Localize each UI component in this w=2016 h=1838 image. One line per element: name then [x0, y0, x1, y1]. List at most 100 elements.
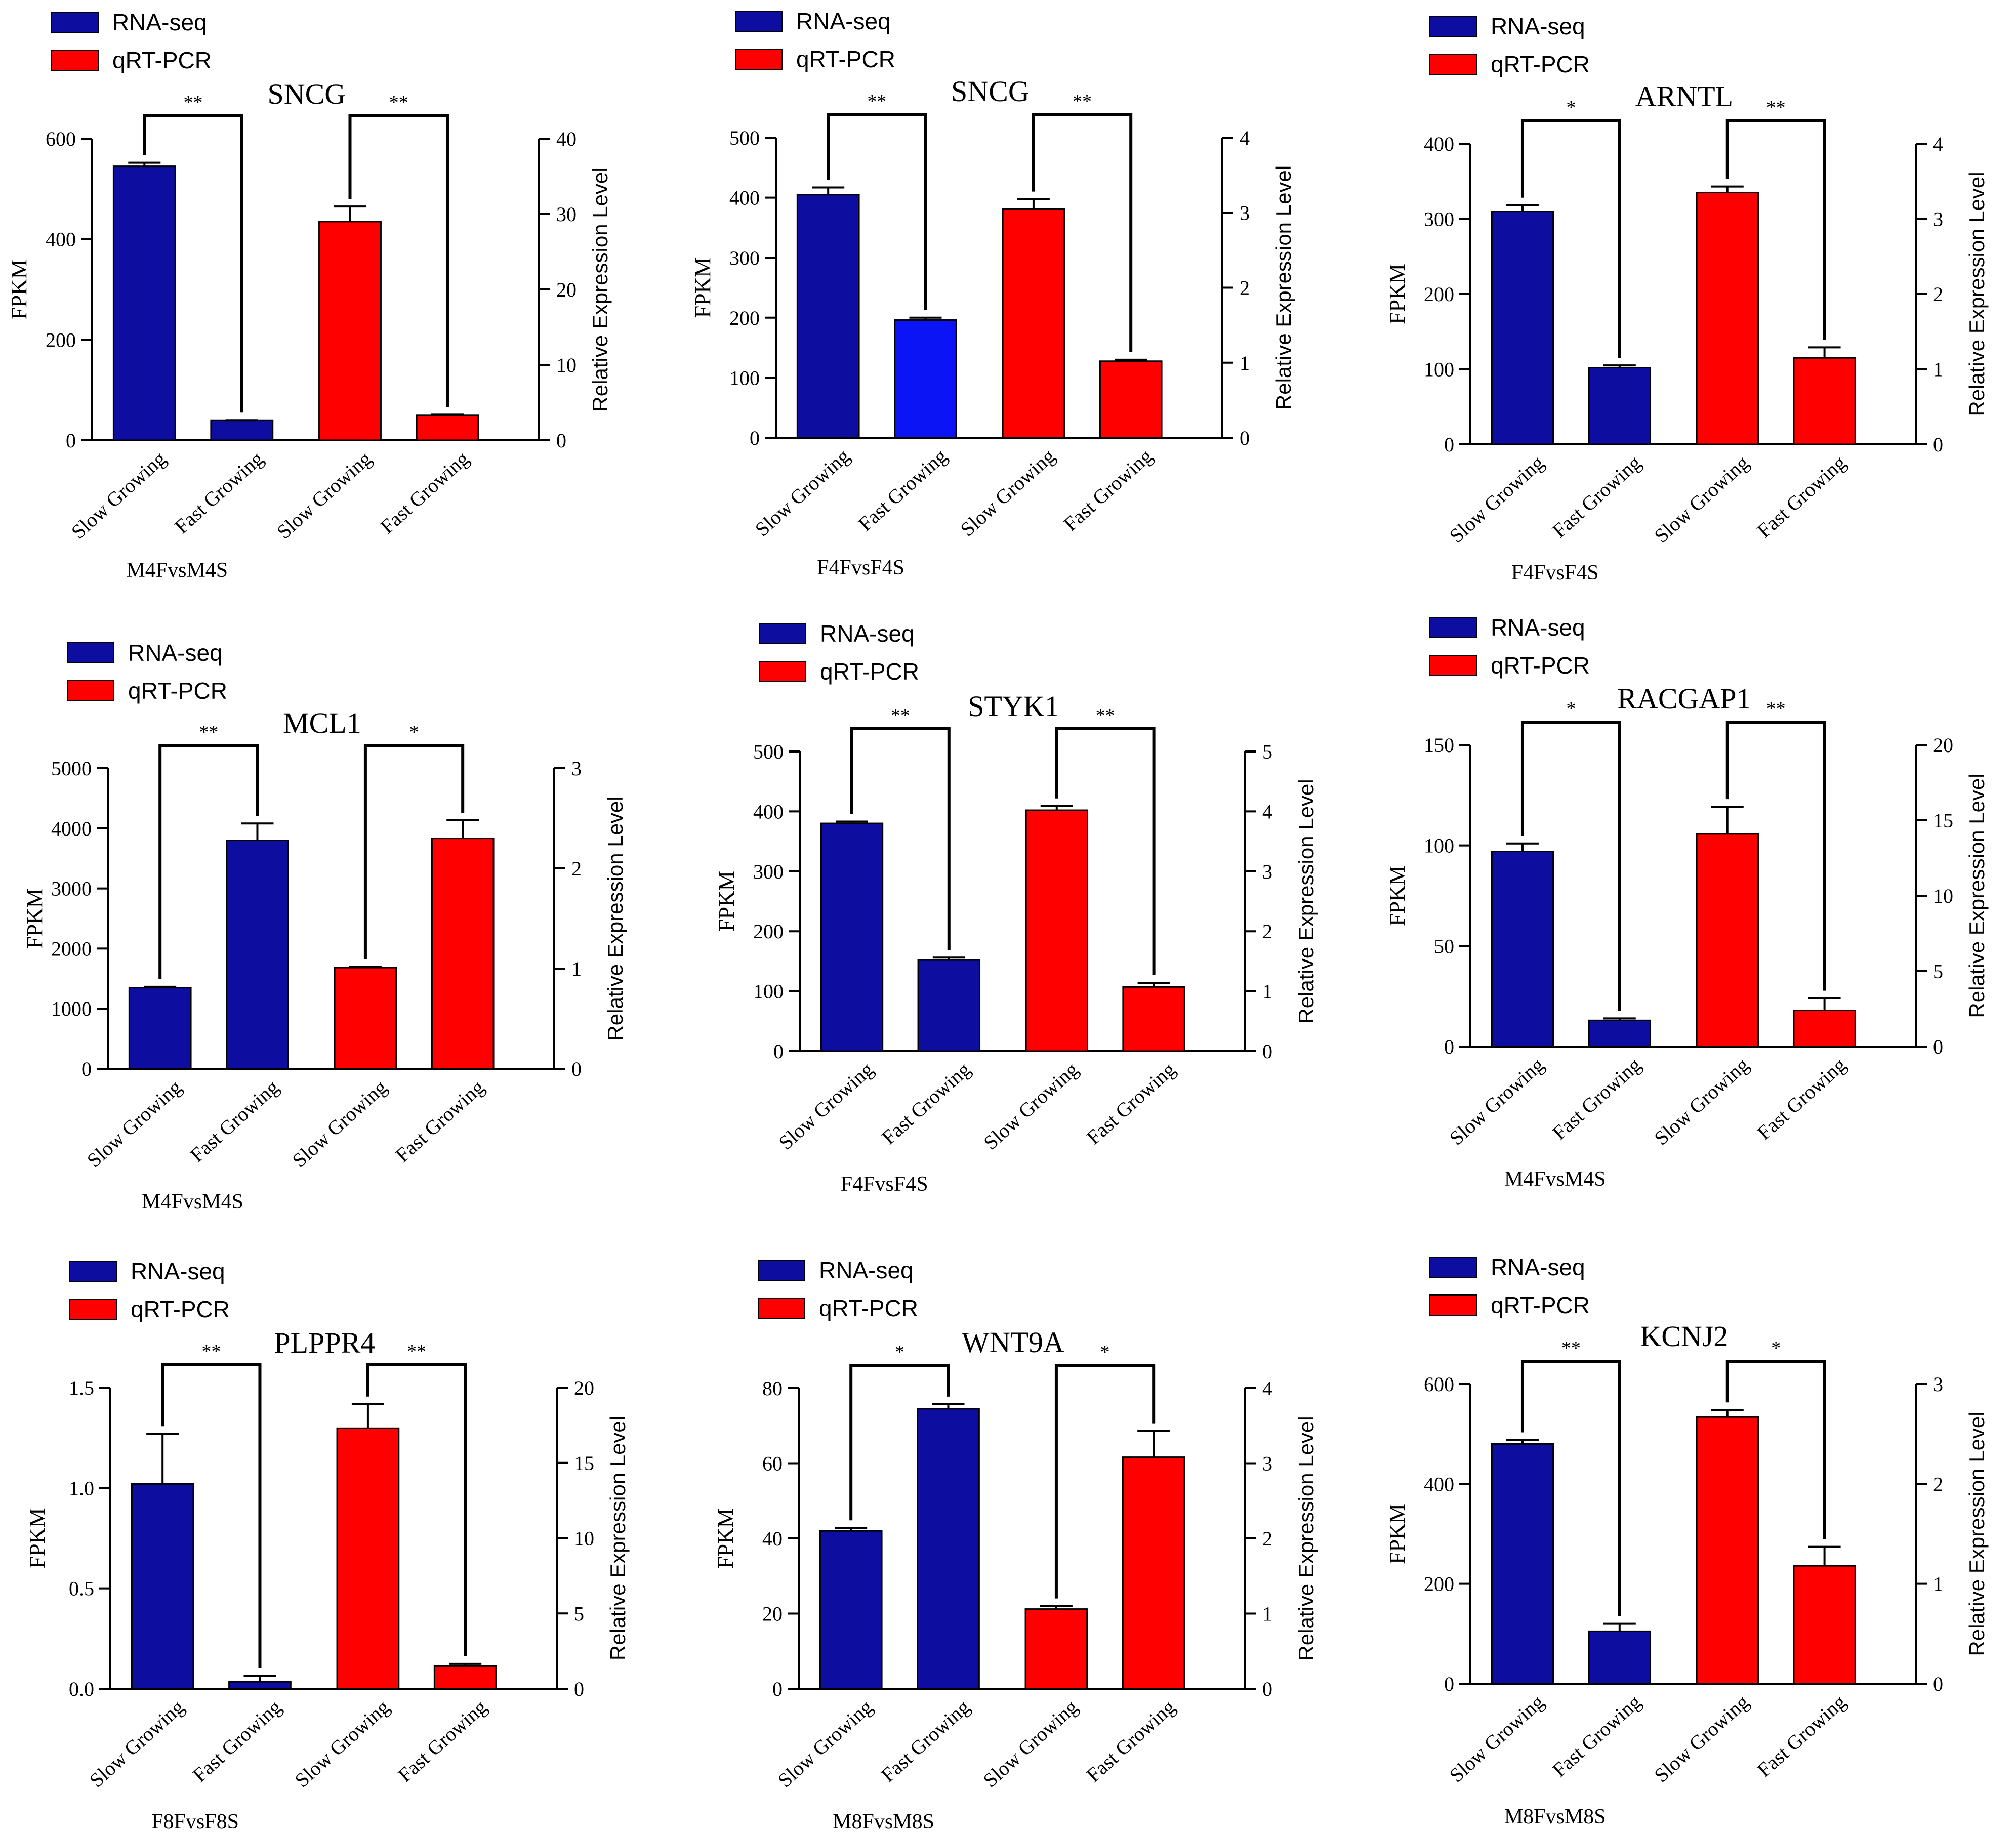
bar-qrt-pcr-slow — [1024, 1608, 1088, 1690]
left-tick-label: 50 — [1434, 935, 1454, 957]
right-tick-label: 15 — [1933, 809, 1953, 832]
right-tick-label: 0 — [556, 429, 566, 452]
right-tick-label: 20 — [1933, 734, 1953, 757]
chart-panel-7: 0.0 0.5 1.0 1.5 0 5 10 15 20 FPKM Relative Express… — [25, 1258, 630, 1833]
right-tick-label: 0 — [1240, 427, 1250, 449]
bar-qrt-pcr-slow — [334, 967, 397, 1070]
left-tick-label: 200 — [753, 920, 784, 943]
x-tick-label: Slow Growing — [751, 444, 854, 540]
legend-swatch-rna-seq — [69, 1261, 117, 1282]
right-tick-label: 10 — [574, 1527, 594, 1550]
left-tick-label: 40 — [762, 1527, 783, 1550]
legend-label-qrt-pcr: qRT-PCR — [1491, 652, 1590, 679]
right-tick-label: 4 — [1240, 127, 1250, 149]
bar-rna-seq-slow — [112, 165, 176, 441]
left-tick-label: 200 — [1424, 1573, 1454, 1596]
chart-panel-3: 0 100 200 300 400 0 1 2 3 4 FPKM Relative Expressio… — [1385, 13, 1989, 584]
bar-qrt-pcr-slow — [1696, 192, 1759, 445]
significance-bracket — [850, 727, 951, 950]
y2-axis-label: Relative Expression Level — [1965, 773, 1989, 1018]
left-tick-label: 1000 — [51, 997, 92, 1020]
chart-panel-8: 0 20 40 60 80 0 1 2 3 4 FPKM Relative Expression Le… — [713, 1257, 1318, 1833]
left-tick-label: 400 — [46, 228, 76, 251]
x-tick-label: Slow Growing — [1445, 1690, 1548, 1786]
bar-qrt-pcr-fast — [1122, 986, 1185, 1052]
x-tick-label: Slow Growing — [1445, 1053, 1548, 1149]
left-tick-label: 100 — [1424, 834, 1454, 857]
left-tick-label: 300 — [753, 860, 784, 883]
left-tick-label: 600 — [46, 128, 76, 150]
right-tick-label: 0 — [1262, 1040, 1272, 1063]
significance-marker: * — [1771, 1338, 1781, 1359]
x-axis-label: M8FvsM8S — [833, 1810, 934, 1833]
bar-qrt-pcr-slow — [1696, 833, 1759, 1048]
x-axis-label: M4FvsM4S — [142, 1190, 243, 1214]
significance-bracket — [161, 1363, 262, 1668]
left-tick-label: 0 — [81, 1058, 92, 1080]
legend-label-qrt-pcr: qRT-PCR — [1491, 51, 1590, 77]
significance-marker: ** — [1096, 705, 1115, 726]
bar-qrt-pcr-fast — [1793, 1009, 1856, 1048]
y-axis-label: FPKM — [1385, 264, 1410, 324]
right-tick-label: 5 — [574, 1602, 584, 1625]
y-axis-label: FPKM — [25, 1508, 50, 1569]
significance-marker: ** — [1766, 97, 1786, 118]
legend-swatch-rna-seq — [67, 642, 114, 663]
significance-bracket — [1725, 1360, 1826, 1539]
legend-label-qrt-pcr: qRT-PCR — [819, 1295, 918, 1321]
significance-bracket — [1520, 721, 1621, 1011]
x-tick-label: Fast Growing — [877, 1695, 974, 1786]
bar-rna-seq-fast — [917, 959, 981, 1052]
right-tick-label: 1 — [571, 957, 582, 980]
left-tick-label: 0.5 — [69, 1577, 94, 1600]
x-tick-label: Fast Growing — [1059, 444, 1157, 535]
legend-label-rna-seq: RNA-seq — [820, 620, 915, 647]
x-tick-label: Fast Growing — [186, 1075, 283, 1166]
legend-swatch-rna-seq — [1429, 617, 1477, 638]
bar-rna-seq-fast — [1588, 1630, 1652, 1685]
left-tick-label: 100 — [729, 366, 760, 389]
chart-title: KCNJ2 — [1640, 1320, 1728, 1353]
left-tick-label: 80 — [762, 1377, 783, 1400]
legend-swatch-qrt-pcr — [1429, 54, 1477, 75]
left-tick-label: 5000 — [51, 757, 92, 780]
chart-title: ARNTL — [1635, 80, 1733, 113]
right-tick-label: 4 — [1262, 1377, 1272, 1400]
right-tick-label: 3 — [1262, 860, 1272, 883]
x-tick-label: Slow Growing — [291, 1695, 394, 1791]
x-tick-label: Fast Growing — [1082, 1058, 1180, 1149]
right-tick-label: 4 — [1933, 133, 1943, 155]
legend-swatch-rna-seq — [51, 12, 99, 33]
left-tick-label: 500 — [729, 127, 760, 149]
left-tick-label: 200 — [729, 307, 760, 329]
x-tick-label: Slow Growing — [83, 1075, 186, 1172]
left-tick-label: 500 — [753, 740, 784, 763]
significance-bracket — [827, 113, 927, 310]
x-tick-label: Fast Growing — [1548, 1053, 1645, 1144]
significance-bracket — [158, 744, 259, 979]
bar-rna-seq-fast — [228, 1681, 292, 1690]
bar-qrt-pcr-fast — [1793, 1565, 1856, 1685]
x-tick-label: Slow Growing — [288, 1075, 391, 1172]
legend-label-qrt-pcr: qRT-PCR — [1491, 1292, 1590, 1318]
left-tick-label: 0 — [772, 1678, 783, 1700]
left-tick-label: 0 — [1444, 1673, 1454, 1695]
left-tick-label: 300 — [729, 246, 760, 269]
bar-rna-seq-slow — [1491, 1443, 1554, 1685]
right-tick-label: 1 — [1933, 1573, 1943, 1596]
right-tick-label: 1 — [1262, 980, 1272, 1003]
legend-swatch-qrt-pcr — [1429, 1294, 1477, 1316]
chart-panel-6: 0 50 100 150 0 5 10 15 20 FPKM Relative Expression… — [1385, 614, 1989, 1191]
left-tick-label: 2000 — [51, 937, 92, 960]
y-axis-label: FPKM — [690, 258, 715, 318]
left-tick-label: 20 — [762, 1603, 783, 1625]
significance-bracket — [348, 114, 449, 407]
left-tick-label: 0 — [66, 429, 76, 452]
significance-marker: ** — [1766, 698, 1786, 720]
significance-marker: * — [1566, 97, 1576, 118]
x-tick-label: Fast Growing — [393, 1695, 491, 1786]
legend-label-rna-seq: RNA-seq — [1491, 1254, 1585, 1280]
right-tick-label: 0 — [1262, 1678, 1272, 1700]
significance-bracket — [1054, 1364, 1156, 1599]
